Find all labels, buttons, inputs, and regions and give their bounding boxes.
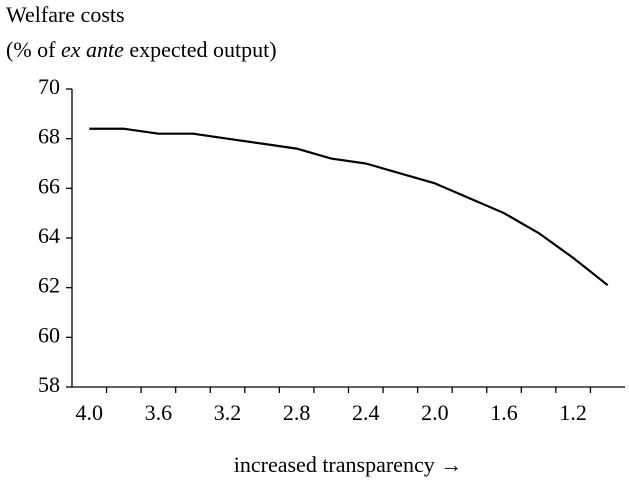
- y-tick-label: 60: [38, 322, 60, 347]
- x-tick-label: 3.2: [214, 400, 242, 425]
- y-tick-label: 66: [38, 173, 60, 198]
- y-tick-label: 68: [38, 124, 60, 149]
- line-series: [89, 127, 609, 287]
- subtitle-part: expected output): [124, 37, 277, 62]
- x-tick-label: 2.8: [283, 400, 311, 425]
- y-tick-label: 64: [38, 223, 60, 248]
- x-tick-label: 2.0: [421, 400, 449, 425]
- x-tick-label: 2.4: [352, 400, 380, 425]
- y-tick-label: 70: [38, 74, 60, 99]
- subtitle-italic: ex ante: [61, 37, 124, 62]
- y-tick-label: 58: [38, 372, 60, 397]
- x-tick-label: 3.6: [145, 400, 173, 425]
- x-tick-label: 1.6: [490, 400, 518, 425]
- x-tick-label: 4.0: [76, 400, 104, 425]
- y-tick-label: 62: [38, 273, 60, 298]
- chart-title: Welfare costs: [6, 2, 125, 27]
- chart-subtitle: (% of ex ante expected output): [6, 37, 277, 62]
- x-axis-label: increased transparency →: [234, 452, 462, 477]
- x-tick-label: 1.2: [559, 400, 587, 425]
- subtitle-part: (% of: [6, 37, 61, 62]
